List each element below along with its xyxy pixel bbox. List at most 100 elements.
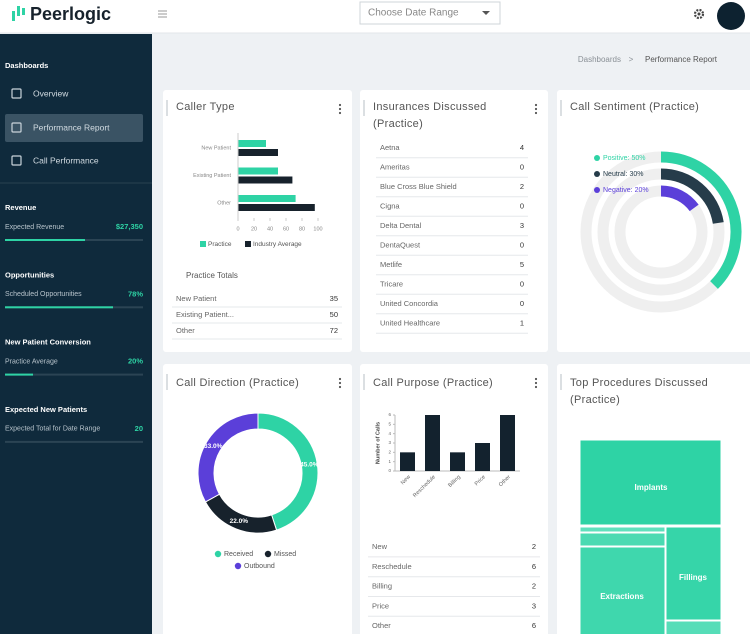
- bar: [425, 415, 440, 471]
- metric-value: $27,350: [116, 222, 143, 231]
- progress-fill: [5, 373, 33, 376]
- menu-dot: [338, 103, 342, 107]
- legend-dot: [214, 550, 222, 558]
- table-label: DentaQuest: [380, 240, 421, 249]
- avatar[interactable]: [717, 2, 745, 30]
- table-value: 6: [532, 621, 536, 630]
- table-label: Other: [372, 621, 391, 630]
- table-value: 2: [520, 182, 524, 191]
- card-menu[interactable]: [338, 377, 342, 389]
- card-menu[interactable]: [338, 103, 342, 115]
- menu-toggle[interactable]: [158, 10, 167, 18]
- nav-icon: [11, 155, 22, 166]
- settings-icon[interactable]: [693, 8, 705, 20]
- menu-dot: [534, 107, 538, 111]
- table-value: 3: [532, 601, 536, 610]
- table-value: 0: [520, 299, 524, 308]
- x-tick-label: 60: [283, 226, 289, 232]
- bar: [400, 452, 415, 471]
- table-value: 0: [520, 162, 524, 171]
- treemap-cell: [665, 526, 722, 621]
- legend-dot: [594, 155, 600, 161]
- card: [163, 364, 352, 634]
- table-value: 4: [520, 143, 524, 152]
- nav-icon: [11, 88, 22, 99]
- card-menu[interactable]: [534, 377, 538, 389]
- progress-fill: [5, 239, 85, 241]
- table-label: Ameritas: [380, 162, 410, 171]
- y-tick-label: 6: [388, 412, 391, 417]
- table-label: Other: [176, 326, 195, 335]
- x-tick-label: 80: [299, 226, 305, 232]
- nav-item[interactable]: Overview: [33, 88, 69, 98]
- breadcrumb-item: Dashboards: [578, 55, 621, 64]
- table-label: Billing: [372, 582, 392, 591]
- table-label: Cigna: [380, 201, 400, 210]
- table-value: 2: [532, 542, 536, 551]
- metric-label: Expected Revenue: [5, 224, 64, 231]
- menu-dot: [338, 111, 342, 115]
- metric-heading: New Patient Conversion: [5, 338, 91, 347]
- radial-bar: [660, 185, 699, 212]
- card: [163, 90, 352, 352]
- nav-item[interactable]: Performance Report: [33, 122, 110, 132]
- date-range-dropdown[interactable]: Choose Date Range: [359, 1, 501, 25]
- menu-dot: [338, 381, 342, 385]
- bar: [500, 415, 515, 471]
- treemap-cell: [665, 620, 722, 634]
- y-tick-label: 5: [388, 422, 391, 427]
- table-value: 50: [330, 310, 338, 319]
- legend-dot: [264, 550, 272, 558]
- x-tick-label: 20: [251, 226, 257, 232]
- bar: [238, 167, 278, 175]
- metric-heading: Opportunities: [5, 270, 54, 279]
- legend-label: Industry Average: [253, 241, 302, 248]
- treemap-cell: [579, 532, 666, 547]
- table-value: 5: [520, 260, 524, 269]
- y-tick-label: 4: [388, 431, 391, 436]
- progress-track: [5, 440, 143, 443]
- table-value: 0: [520, 279, 524, 288]
- dropdown-placeholder: Choose Date Range: [368, 8, 459, 19]
- logo-icon: [12, 6, 25, 21]
- table-label: Delta Dental: [380, 221, 422, 230]
- menu-dot: [534, 385, 538, 389]
- table-label: Price: [372, 601, 389, 610]
- legend-value: 30%: [630, 171, 644, 178]
- table-label: United Healthcare: [380, 318, 440, 327]
- legend-name: Positive:: [603, 155, 630, 162]
- menu-dot: [534, 377, 538, 381]
- legend-label: Negative: 20%: [603, 187, 649, 194]
- breadcrumb-item: Performance Report: [645, 55, 718, 64]
- nav-item[interactable]: Call Performance: [33, 155, 99, 165]
- legend-name: Neutral:: [603, 171, 628, 178]
- menu-dot: [534, 111, 538, 115]
- table-value: 72: [330, 326, 338, 335]
- bar: [238, 176, 293, 184]
- treemap-cell: [579, 546, 666, 634]
- legend-label: Received: [224, 551, 253, 558]
- nav-highlight: [5, 114, 143, 142]
- card-menu[interactable]: [534, 103, 538, 115]
- radial-bar: [660, 151, 742, 289]
- table-title: Practice Totals: [186, 271, 238, 280]
- legend-dot: [594, 187, 600, 193]
- logo: Peerlogic: [30, 4, 111, 24]
- nav-icon: [11, 122, 22, 133]
- card-title: Call Direction (Practice): [176, 377, 300, 389]
- category-label: Other: [217, 200, 231, 206]
- metric-label: Expected Total for Date Range: [5, 426, 100, 433]
- treemap-label: Extractions: [600, 592, 644, 601]
- table-label: Aetna: [380, 143, 400, 152]
- legend-label: Practice: [208, 241, 232, 248]
- table-value: 1: [520, 318, 524, 327]
- legend-swatch: [200, 241, 206, 247]
- treemap-label: Fillings: [679, 573, 708, 582]
- card-title: Insurances Discussed (Practice): [373, 101, 487, 130]
- legend-value: 50%: [631, 155, 645, 162]
- category-label: New Patient: [201, 145, 231, 151]
- progress-fill: [5, 306, 113, 309]
- x-tick-label: 0: [236, 226, 239, 232]
- table-value: 3: [520, 221, 524, 230]
